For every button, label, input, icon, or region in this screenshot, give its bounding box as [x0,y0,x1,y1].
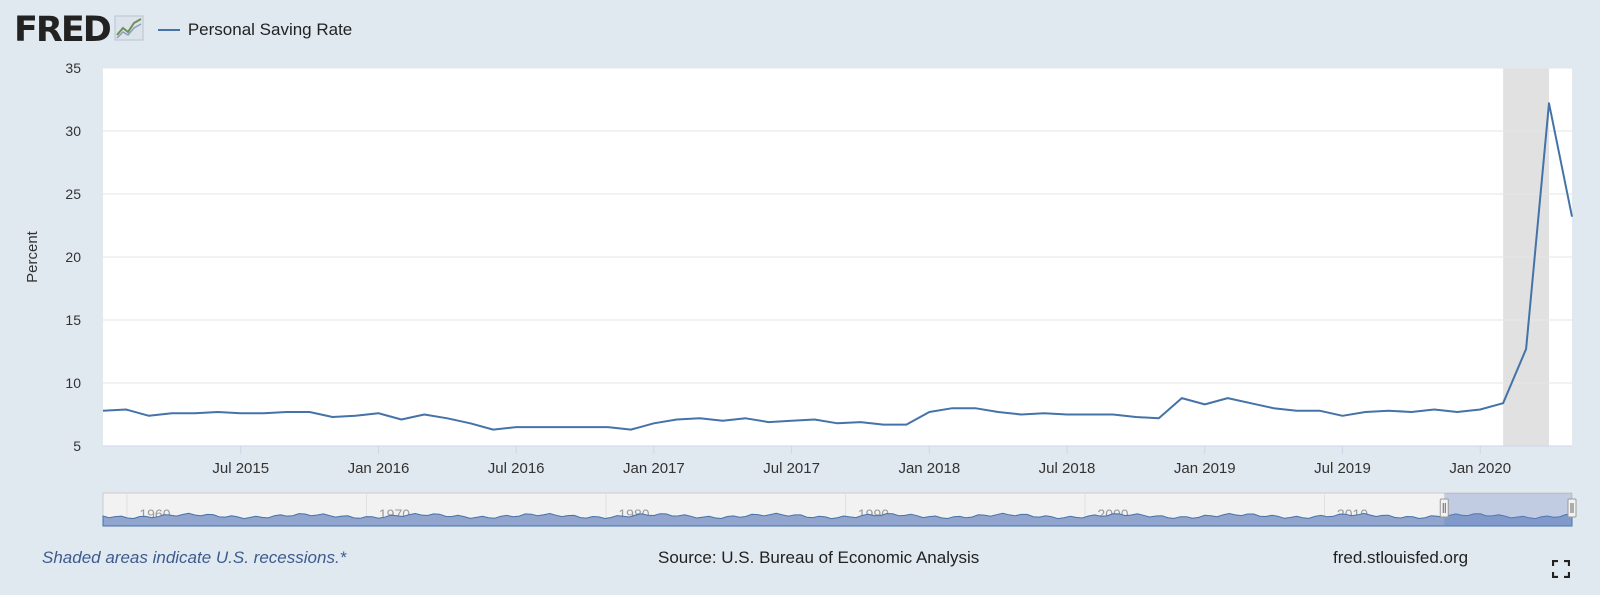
y-tick-label: 30 [65,123,81,139]
x-tick-label: Jan 2018 [898,460,960,477]
chart-header: FRED Personal Saving Rate [14,10,352,50]
x-tick-label: Jul 2016 [488,460,545,477]
series-line-personal-saving-rate [102,102,1573,431]
legend-swatch [157,29,180,31]
x-tick-label: Jan 2020 [1449,460,1511,477]
fullscreen-icon[interactable] [1551,559,1571,579]
y-axis-label: Percent [24,230,41,283]
x-tick-label: Jul 2018 [1039,460,1096,477]
y-tick-label: 20 [65,249,81,265]
navigator-selection [1444,493,1572,526]
x-tick-label: Jul 2015 [212,460,269,477]
legend-series-name: Personal Saving Rate [187,20,353,39]
x-tick-label: Jan 2017 [623,460,685,477]
source-text: Source: U.S. Bureau of Economic Analysis [658,548,980,567]
site-link[interactable]: fred.stlouisfed.org [1333,548,1469,567]
navigator-handle-left[interactable] [1439,498,1449,518]
y-tick-label: 15 [65,312,81,328]
recession-note: Shaded areas indicate U.S. recessions.* [42,548,347,567]
y-tick-label: 25 [65,186,81,202]
fred-logo[interactable]: FRED [14,10,112,50]
y-tick-label: 10 [65,375,81,391]
y-tick-label: 35 [65,60,81,76]
line-chart[interactable]: 5 10 15 20 25 30 35 Jul 2015 Jan 2016 Jul 2016 Jan… [0,0,1600,540]
navigator-handle-right[interactable] [1567,498,1577,518]
x-tick-label: Jan 2019 [1174,460,1236,477]
chart-legend[interactable]: Personal Saving Rate [157,20,353,40]
x-tick-label: Jan 2016 [348,460,410,477]
x-tick-label: Jul 2019 [1314,460,1371,477]
chart-line-icon [114,15,144,46]
x-tick-label: Jul 2017 [763,460,820,477]
navigator-series-area [102,512,1573,527]
y-tick-label: 5 [73,438,81,454]
